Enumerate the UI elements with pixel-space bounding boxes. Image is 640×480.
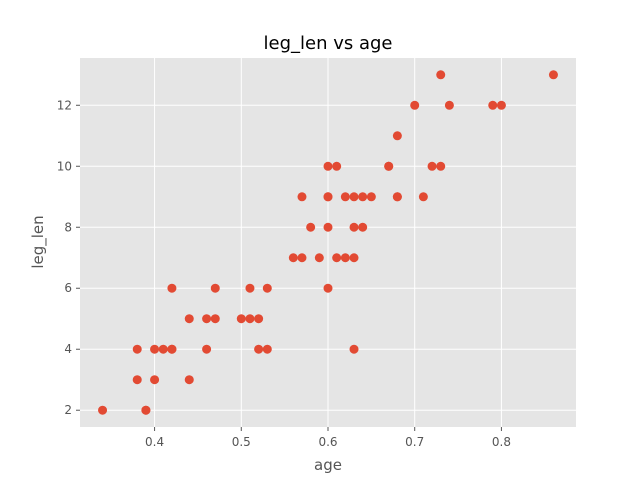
data-point [254, 314, 264, 324]
data-point [288, 253, 298, 263]
x-axis-ticks: 0.4 0.5 0.6 0.7 0.8 [145, 427, 511, 449]
data-point [340, 192, 350, 202]
data-point [167, 283, 177, 293]
data-point [236, 314, 246, 324]
data-point [323, 161, 333, 171]
data-point [496, 100, 506, 110]
data-point [297, 192, 307, 202]
data-point [141, 405, 151, 415]
data-point [262, 283, 272, 293]
x-axis-label: age [314, 456, 342, 474]
data-point [323, 192, 333, 202]
data-point [184, 375, 194, 385]
data-point [297, 253, 307, 263]
y-axis-ticks: 2 4 6 8 10 12 [57, 98, 80, 417]
data-point [444, 100, 454, 110]
data-point [358, 192, 368, 202]
y-tick-label: 6 [64, 281, 72, 295]
data-point [323, 222, 333, 232]
data-point [245, 283, 255, 293]
y-tick-label: 12 [57, 98, 72, 112]
data-point [349, 192, 359, 202]
x-tick-label: 0.7 [405, 435, 424, 449]
data-point [392, 131, 402, 141]
data-point [410, 100, 420, 110]
y-tick-label: 2 [64, 403, 72, 417]
data-point [349, 253, 359, 263]
data-point [340, 253, 350, 263]
data-point [132, 344, 142, 354]
data-point [332, 253, 342, 263]
y-axis-label: leg_len [29, 215, 48, 268]
data-point [184, 314, 194, 324]
y-tick-label: 10 [57, 159, 72, 173]
x-tick-label: 0.8 [492, 435, 511, 449]
data-points [98, 70, 558, 415]
data-point [323, 283, 333, 293]
data-point [202, 314, 212, 324]
y-tick-label: 4 [64, 342, 72, 356]
data-point [392, 192, 402, 202]
data-point [158, 344, 168, 354]
data-point [98, 405, 108, 415]
data-point [349, 344, 359, 354]
grid-lines [80, 58, 576, 427]
data-point [150, 344, 160, 354]
data-point [418, 192, 428, 202]
data-point [254, 344, 264, 354]
chart-title: leg_len vs age [264, 33, 393, 54]
data-point [202, 344, 212, 354]
data-point [314, 253, 324, 263]
data-point [262, 344, 272, 354]
data-point [349, 222, 359, 232]
data-point [427, 161, 437, 171]
data-point [332, 161, 342, 171]
x-tick-label: 0.6 [318, 435, 337, 449]
data-point [167, 344, 177, 354]
data-point [306, 222, 316, 232]
data-point [436, 161, 446, 171]
data-point [210, 283, 220, 293]
data-point [132, 375, 142, 385]
data-point [358, 222, 368, 232]
data-point [384, 161, 394, 171]
data-point [210, 314, 220, 324]
data-point [245, 314, 255, 324]
data-point [548, 70, 558, 80]
data-point [366, 192, 376, 202]
data-point [488, 100, 498, 110]
data-point [150, 375, 160, 385]
x-tick-label: 0.4 [145, 435, 164, 449]
x-tick-label: 0.5 [232, 435, 251, 449]
data-point [436, 70, 446, 80]
y-tick-label: 8 [64, 220, 72, 234]
